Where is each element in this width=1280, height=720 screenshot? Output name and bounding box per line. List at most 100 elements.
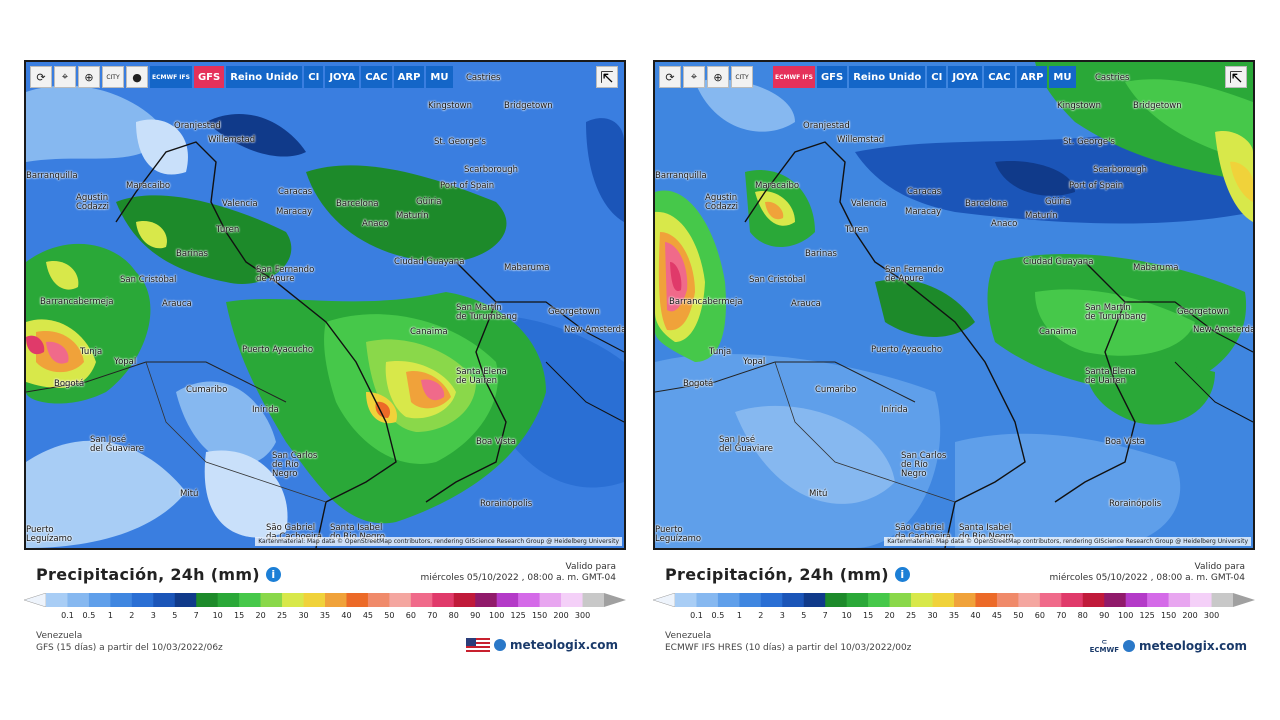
tab-gfs[interactable]: GFS <box>816 66 848 88</box>
scale-tick-label: 300 <box>1203 611 1220 620</box>
scale-swatch <box>675 593 697 607</box>
valid-time: Valido para miércoles 05/10/2022 , 08:00… <box>421 562 616 584</box>
city-label: San Carlos de Río Negro <box>272 451 318 479</box>
precipitation-map[interactable]: ⟳ ⌖ ⊕ CITY ECMWF IFS GFS Reino Unido CI … <box>653 60 1255 550</box>
map-attribution[interactable]: Kartenmaterial: Map data © OpenStreetMap… <box>255 537 622 546</box>
brand-name: meteologix.com <box>1139 639 1247 653</box>
tab-ecmwf-ifs[interactable]: ECMWF IFS <box>150 66 192 88</box>
scale-tick-label: 300 <box>574 611 591 620</box>
precip-color-scale <box>653 593 1255 607</box>
tab-arp[interactable]: ARP <box>1016 66 1048 88</box>
scale-tick-label: 7 <box>193 611 199 620</box>
refresh-icon[interactable]: ⟳ <box>30 66 52 88</box>
scale-max-arrow <box>604 593 626 607</box>
tab-joya[interactable]: JOYA <box>948 66 983 88</box>
refresh-icon[interactable]: ⟳ <box>659 66 681 88</box>
scale-tick-label: 35 <box>948 611 960 620</box>
tab-cac[interactable]: CAC <box>361 66 392 88</box>
city-label: Scarborough <box>1093 165 1148 175</box>
map-meta: Venezuela GFS (15 días) a partir del 10/… <box>36 630 223 654</box>
scale-swatch <box>389 593 412 607</box>
scale-tick-label: 7 <box>822 611 828 620</box>
tab-mu[interactable]: MU <box>426 66 453 88</box>
zoom-icon[interactable]: ⊕ <box>707 66 729 88</box>
scale-swatch <box>67 593 90 607</box>
scale-swatch <box>582 593 605 607</box>
tab-ci[interactable]: CI <box>927 66 947 88</box>
city-label: Puerto Leguízamo <box>26 525 73 544</box>
map-attribution[interactable]: Kartenmaterial: Map data © OpenStreetMap… <box>884 537 1251 546</box>
precip-color-scale <box>24 593 626 607</box>
scale-tick-label: 70 <box>427 611 438 620</box>
city-label: Anaco <box>362 219 389 229</box>
scale-tick-label: 3 <box>150 611 156 620</box>
scale-tick-label: 125 <box>1139 611 1155 620</box>
ecmwf-logo-text: ECMWF <box>1089 646 1120 654</box>
valid-datetime: miércoles 05/10/2022 , 08:00 a. m. GMT-0… <box>1049 573 1245 583</box>
city-label: New Amsterdam <box>564 325 626 335</box>
city-label: Barcelona <box>965 199 1008 209</box>
brand[interactable]: meteologix.com <box>466 638 618 652</box>
city-toggle-button[interactable]: CITY <box>731 66 753 88</box>
scale-swatch <box>1190 593 1212 607</box>
city-label: St. George's <box>434 137 486 147</box>
share-icon[interactable]: ⇱ <box>1225 66 1247 88</box>
scale-tick-label: 200 <box>1182 611 1198 620</box>
city-label: Kingstown <box>1057 101 1102 111</box>
city-label: Maracaibo <box>126 181 171 191</box>
city-label: Port of Spain <box>440 181 495 191</box>
scale-tick-label: 80 <box>1077 611 1088 620</box>
tab-arp[interactable]: ARP <box>393 66 425 88</box>
scale-swatch <box>496 593 519 607</box>
scale-swatch <box>717 593 740 607</box>
info-icon[interactable]: i <box>265 567 281 582</box>
scale-tick-label: 1 <box>736 611 742 620</box>
tab-ecmwf-ifs[interactable]: ECMWF IFS <box>773 66 815 88</box>
city-label: Turen <box>845 225 869 235</box>
city-label: Barrancabermeja <box>669 297 743 307</box>
brand[interactable]: ⊂ ECMWF meteologix.com <box>1090 638 1247 654</box>
scale-tick-label: 5 <box>172 611 178 620</box>
city-label: Castries <box>1095 73 1130 83</box>
tab-reino-unido[interactable]: Reino Unido <box>226 66 303 88</box>
scale-swatch <box>760 593 783 607</box>
city-label: Inírida <box>252 405 279 415</box>
scale-swatch <box>325 593 347 607</box>
location-pin-icon[interactable]: ⌖ <box>54 66 76 88</box>
city-label: San Fernando de Apure <box>256 265 315 284</box>
tab-mu[interactable]: MU <box>1049 66 1076 88</box>
tab-ci[interactable]: CI <box>304 66 324 88</box>
scale-swatch <box>260 593 283 607</box>
zoom-icon[interactable]: ⊕ <box>78 66 100 88</box>
scale-tick-label: 80 <box>448 611 459 620</box>
circle-icon[interactable]: ● <box>126 66 148 88</box>
share-icon[interactable]: ⇱ <box>596 66 618 88</box>
city-label: Oranjestad <box>803 121 850 131</box>
city-label: Scarborough <box>464 165 519 175</box>
location-pin-icon[interactable]: ⌖ <box>683 66 705 88</box>
scale-tick-label: 70 <box>1056 611 1067 620</box>
precipitation-map[interactable]: ⟳ ⌖ ⊕ CITY ● ECMWF IFS GFS Reino Unido C… <box>24 60 626 550</box>
scale-swatch <box>110 593 133 607</box>
scale-swatch <box>239 593 261 607</box>
scale-swatch <box>131 593 154 607</box>
gfs-panel: ⟳ ⌖ ⊕ CITY ● ECMWF IFS GFS Reino Unido C… <box>24 60 626 660</box>
info-icon[interactable]: i <box>894 567 910 582</box>
scale-tick-label: 2 <box>129 611 135 620</box>
city-label: Barinas <box>176 249 208 259</box>
scale-tick-label: 40 <box>341 611 352 620</box>
city-label: Ciudad Guayana <box>394 257 465 267</box>
city-toggle-button[interactable]: CITY <box>102 66 124 88</box>
tab-reino-unido[interactable]: Reino Unido <box>849 66 926 88</box>
city-label: Georgetown <box>1177 307 1229 317</box>
scale-swatch <box>1039 593 1062 607</box>
city-label: San José del Guaviare <box>719 435 774 454</box>
city-label: Caracas <box>907 187 942 197</box>
tab-cac[interactable]: CAC <box>984 66 1015 88</box>
scale-tick-label: 0.1 <box>690 611 703 620</box>
map-toolbar: ⟳ ⌖ ⊕ CITY ECMWF IFS GFS Reino Unido CI … <box>659 66 1076 88</box>
tab-gfs[interactable]: GFS <box>193 66 225 88</box>
tab-joya[interactable]: JOYA <box>325 66 360 88</box>
scale-tick-label: 100 <box>1118 611 1134 620</box>
scale-tick-label: 5 <box>801 611 807 620</box>
